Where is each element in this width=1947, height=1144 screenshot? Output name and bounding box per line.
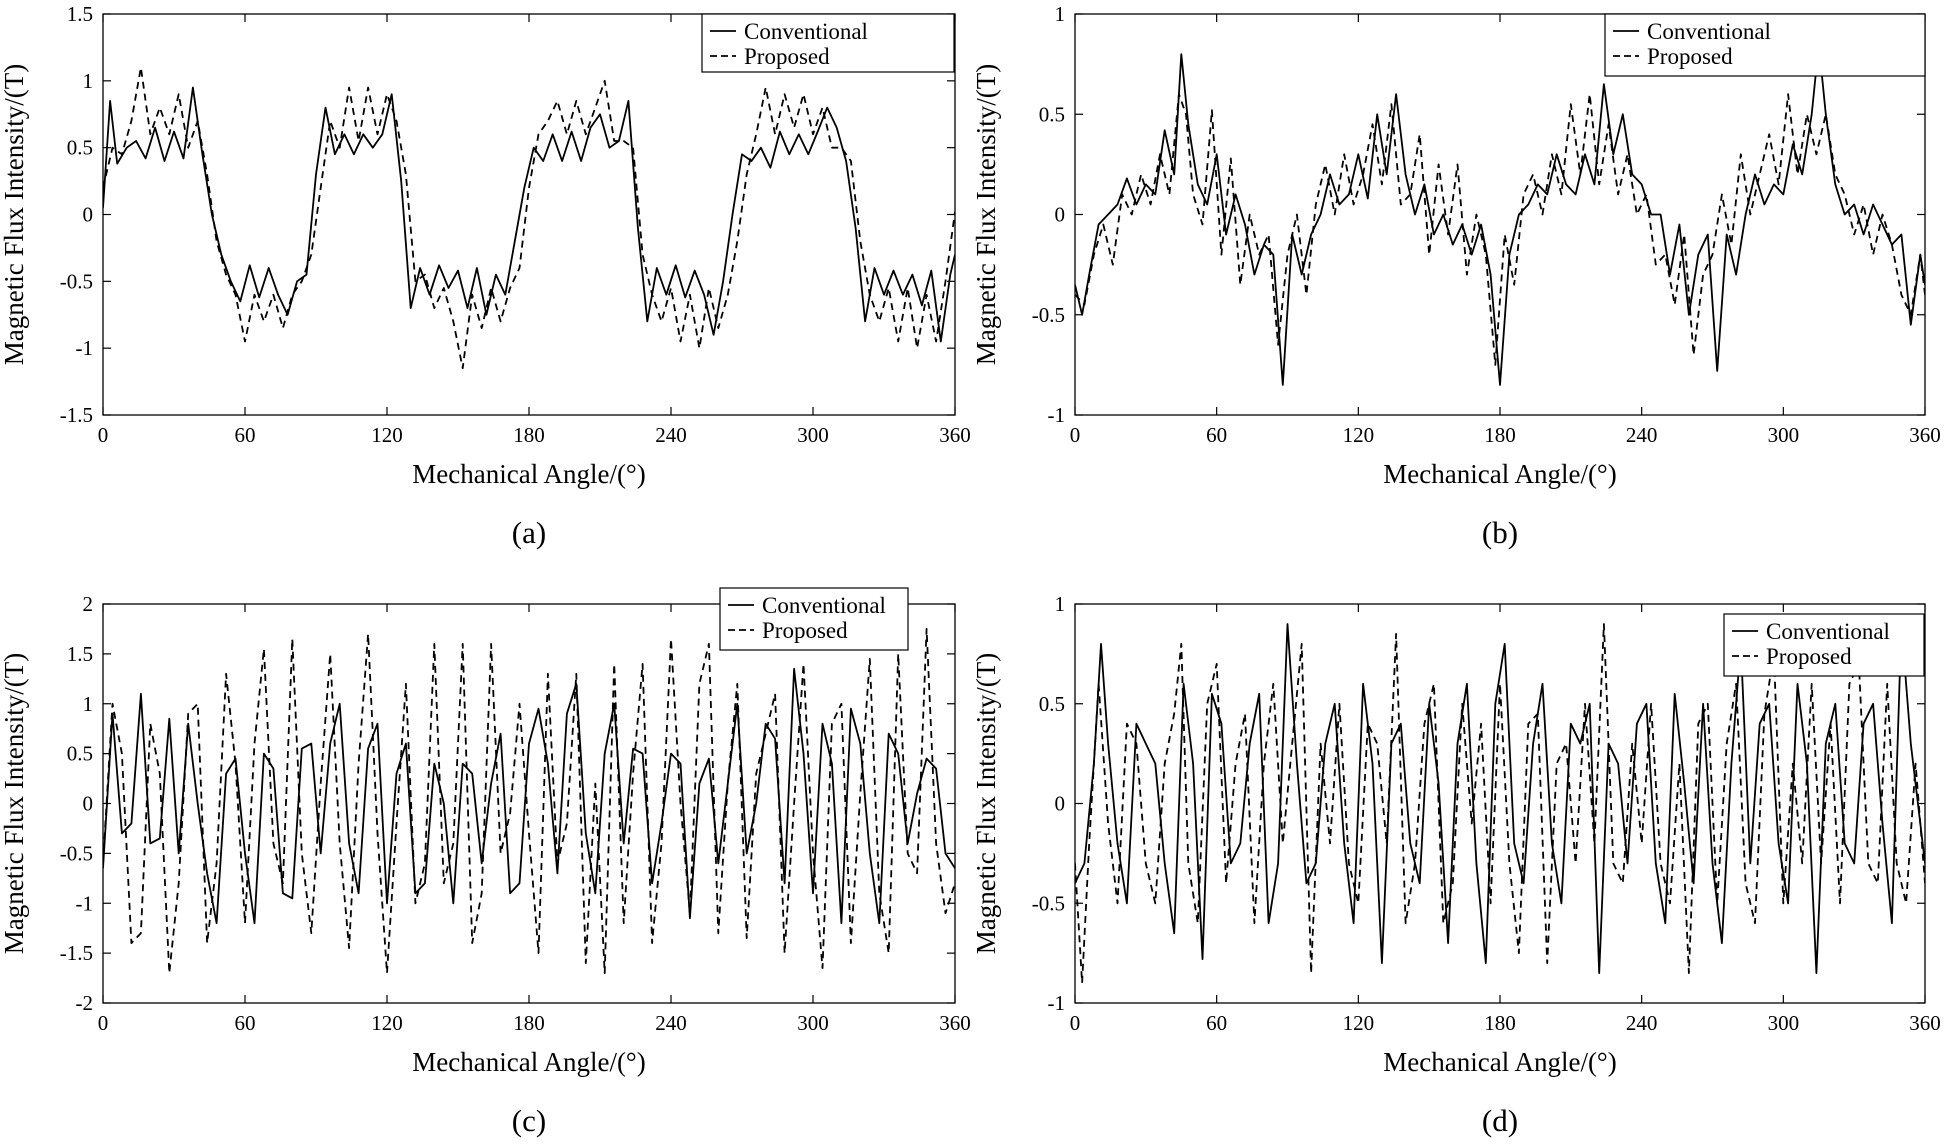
x-tick-label: 120 [1343,1011,1375,1035]
legend-label-conventional: Conventional [762,593,886,618]
x-axis-label: Mechanical Angle/(°) [1383,459,1616,489]
y-tick-label: 0.5 [1039,692,1065,716]
x-tick-label: 0 [1070,423,1081,447]
y-tick-label: 1 [1055,592,1066,616]
x-tick-label: 60 [235,1011,256,1035]
panel-caption: (d) [1482,1103,1518,1138]
y-axis-label: Magnetic Flux Intensity/(T) [971,64,1001,365]
y-tick-label: 1 [83,692,94,716]
y-tick-label: 0 [83,792,94,816]
x-tick-label: 0 [1070,1011,1081,1035]
y-axis-label: Magnetic Flux Intensity/(T) [0,653,29,954]
x-tick-label: 240 [655,1011,687,1035]
legend-box [701,13,955,73]
legend-box [1723,613,1925,677]
x-axis-label: Mechanical Angle/(°) [412,1047,645,1077]
y-tick-label: -2 [76,991,94,1015]
x-tick-label: 60 [1206,1011,1227,1035]
y-tick-label: 1.5 [67,2,93,26]
y-tick-label: -1.5 [60,941,93,965]
y-axis-label: Magnetic Flux Intensity/(T) [0,64,29,365]
x-tick-label: 180 [1484,423,1516,447]
x-tick-label: 240 [1626,423,1658,447]
x-tick-label: 180 [513,423,545,447]
series-line-proposed [1075,623,1925,984]
series-line-conventional [103,667,955,925]
y-tick-label: 0 [1055,792,1066,816]
x-tick-label: 120 [371,1011,403,1035]
y-tick-label: -1.5 [60,403,93,427]
series-line-proposed [1075,93,1925,366]
y-tick-label: 1 [1055,2,1066,26]
y-tick-label: 1.5 [67,642,93,666]
x-tick-label: 180 [1484,1011,1516,1035]
x-tick-label: 360 [1909,423,1941,447]
x-tick-label: 60 [1206,423,1227,447]
y-tick-label: -1 [1048,403,1066,427]
x-tick-label: 360 [939,423,971,447]
x-tick-label: 360 [1909,1011,1941,1035]
y-tick-label: -0.5 [60,269,93,293]
panel-d: 0 60 120 180 240 300 360 1 0.5 0 -0.5 -1 Mechanical … [971,592,1941,1138]
x-tick-label: 240 [655,423,687,447]
y-tick-label: -1 [76,891,94,915]
panel-caption: (c) [512,1103,546,1138]
panel-caption: (a) [512,515,546,550]
x-tick-label: 300 [797,423,829,447]
legend-label-conventional: Conventional [744,19,868,44]
y-axis-label: Magnetic Flux Intensity/(T) [971,653,1001,954]
series-line-proposed [103,66,955,370]
plot-frame [102,13,956,416]
y-tick-label: -1 [1048,991,1066,1015]
y-tick-label: -0.5 [60,841,93,865]
legend-box [1604,13,1926,77]
series-line-conventional [103,86,955,343]
legend-label-proposed: Proposed [762,618,848,643]
panel-caption: (b) [1482,515,1518,550]
series-line-conventional [1075,43,1925,386]
x-tick-label: 360 [939,1011,971,1035]
legend-label-proposed: Proposed [744,44,830,69]
y-tick-label: 2 [83,592,94,616]
y-tick-label: -0.5 [1032,891,1065,915]
y-tick-label: 0 [83,203,94,227]
panel-a: 0 60 120 180 240 300 360 1.5 1 0.5 0 -0.5 -1 -1.5 Mech… [0,2,971,550]
panel-b: 0 60 120 180 240 300 360 1 0.5 0 -0.5 -1 Mechanical … [971,2,1941,550]
legend-label-conventional: Conventional [1647,19,1771,44]
y-tick-label: -1 [76,336,94,360]
plot-frame [102,603,956,1004]
x-tick-label: 300 [1768,423,1800,447]
x-tick-label: 300 [1768,1011,1800,1035]
x-tick-label: 120 [1343,423,1375,447]
legend-box [719,587,909,651]
y-tick-label: 0 [1055,203,1066,227]
y-tick-label: 0.5 [1039,102,1065,126]
y-tick-label: -0.5 [1032,303,1065,327]
x-tick-label: 300 [797,1011,829,1035]
legend-label-proposed: Proposed [1766,644,1852,669]
legend-label-conventional: Conventional [1766,619,1890,644]
x-tick-label: 240 [1626,1011,1658,1035]
x-tick-label: 0 [98,423,109,447]
panel-c: 0 60 120 180 240 300 360 2 1.5 1 0.5 0 -0.5 -1 -1.5 -2 M… [0,587,971,1138]
series-line-conventional [1075,623,1925,974]
y-tick-label: 0.5 [67,136,93,160]
x-axis-label: Mechanical Angle/(°) [1383,1047,1616,1077]
x-tick-label: 180 [513,1011,545,1035]
x-tick-label: 0 [98,1011,109,1035]
x-tick-label: 60 [235,423,256,447]
series-line-proposed [103,628,955,974]
x-tick-label: 120 [371,423,403,447]
y-tick-label: 1 [83,69,94,93]
x-axis-label: Mechanical Angle/(°) [412,459,645,489]
y-tick-label: 0.5 [67,742,93,766]
legend-label-proposed: Proposed [1647,44,1733,69]
